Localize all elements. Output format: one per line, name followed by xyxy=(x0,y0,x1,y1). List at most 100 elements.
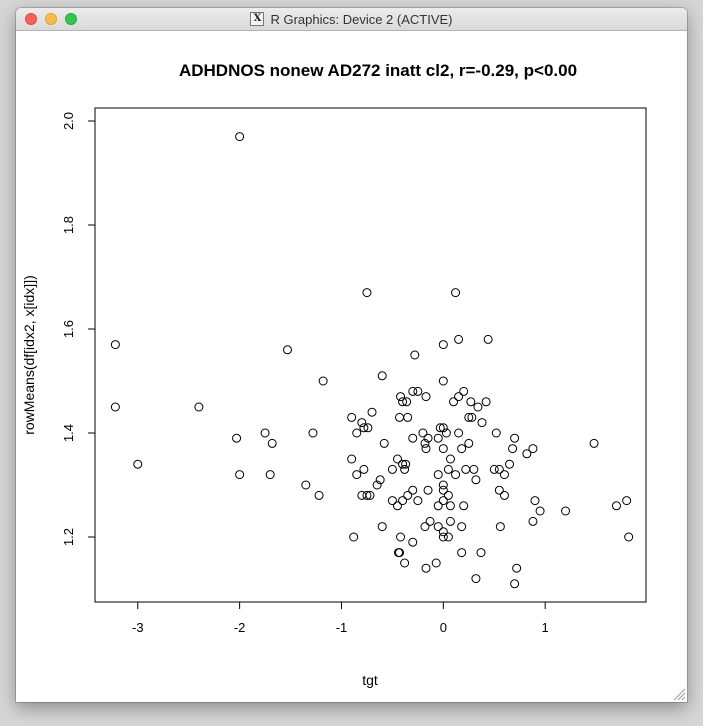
data-point xyxy=(235,470,245,480)
data-point xyxy=(398,397,408,407)
data-point xyxy=(438,527,448,537)
close-button[interactable] xyxy=(25,13,37,25)
data-point xyxy=(421,392,431,402)
data-point xyxy=(476,548,486,558)
data-point xyxy=(438,444,448,454)
data-point xyxy=(457,444,467,454)
data-point xyxy=(469,464,479,474)
data-point xyxy=(362,490,372,500)
data-point xyxy=(408,386,418,396)
data-point xyxy=(377,371,387,381)
data-point xyxy=(438,376,448,386)
data-point xyxy=(408,485,418,495)
data-point xyxy=(471,574,481,584)
y-tick-label: 1.2 xyxy=(61,528,76,546)
data-point xyxy=(454,428,464,438)
data-point xyxy=(232,433,242,443)
data-point xyxy=(445,501,455,511)
points-layer xyxy=(110,132,634,589)
data-point xyxy=(410,350,420,360)
data-point xyxy=(352,428,362,438)
data-point xyxy=(459,386,469,396)
data-point xyxy=(471,475,481,485)
data-point xyxy=(265,470,275,480)
y-tick-label: 1.8 xyxy=(61,216,76,234)
data-point xyxy=(495,522,505,532)
data-point xyxy=(367,407,377,417)
data-point xyxy=(395,412,405,422)
x-tick-label: -3 xyxy=(132,620,144,635)
data-point xyxy=(454,392,464,402)
data-point xyxy=(398,459,408,469)
data-point xyxy=(357,418,367,428)
data-point xyxy=(512,563,522,573)
data-point xyxy=(528,516,538,526)
chart-title: ADHDNOS nonew AD272 inatt cl2, r=-0.29, … xyxy=(179,61,577,80)
data-point xyxy=(438,423,448,433)
data-point xyxy=(483,334,493,344)
data-point xyxy=(347,412,357,422)
data-point xyxy=(363,423,373,433)
x-tick-label: 0 xyxy=(440,620,447,635)
y-axis: 1.2 1.4 1.6 1.8 2.0 xyxy=(61,112,96,546)
data-point xyxy=(433,470,443,480)
data-point xyxy=(352,470,362,480)
data-point xyxy=(403,490,413,500)
data-point xyxy=(438,485,448,495)
data-point xyxy=(403,412,413,422)
data-point xyxy=(499,470,509,480)
data-point xyxy=(561,506,571,516)
data-point xyxy=(396,392,406,402)
data-point xyxy=(347,454,357,464)
data-point xyxy=(510,433,520,443)
plot-box xyxy=(94,107,647,603)
data-point xyxy=(505,459,515,469)
x-axis-label: tgt xyxy=(362,672,378,688)
data-point xyxy=(530,496,540,506)
data-point xyxy=(433,433,443,443)
data-point xyxy=(433,522,443,532)
title-bar[interactable]: X R Graphics: Device 2 (ACTIVE) xyxy=(16,8,687,31)
resize-grip-icon[interactable] xyxy=(673,688,686,701)
data-point xyxy=(110,340,120,350)
data-point xyxy=(464,412,474,422)
data-point xyxy=(451,470,461,480)
data-point xyxy=(400,558,410,568)
data-point xyxy=(349,532,359,542)
data-point xyxy=(420,438,430,448)
data-point xyxy=(473,402,483,412)
data-point xyxy=(508,444,518,454)
data-point xyxy=(435,423,445,433)
data-point xyxy=(421,444,431,454)
data-point xyxy=(359,423,369,433)
data-point xyxy=(425,516,435,526)
data-point xyxy=(449,397,459,407)
data-point xyxy=(528,444,538,454)
data-point xyxy=(282,345,292,355)
data-point xyxy=(438,480,448,490)
data-point xyxy=(408,433,418,443)
data-point xyxy=(438,340,448,350)
data-point xyxy=(375,475,385,485)
data-point xyxy=(457,548,467,558)
data-point xyxy=(443,532,453,542)
data-point xyxy=(362,288,372,298)
data-point xyxy=(477,418,487,428)
data-point xyxy=(438,496,448,506)
data-point xyxy=(457,522,467,532)
zoom-button[interactable] xyxy=(65,13,77,25)
x-tick-label: -1 xyxy=(336,620,348,635)
data-point xyxy=(459,501,469,511)
data-point xyxy=(392,454,402,464)
data-point xyxy=(365,490,375,500)
data-point xyxy=(438,532,448,542)
data-point xyxy=(510,579,520,589)
data-point xyxy=(431,558,441,568)
data-point xyxy=(401,459,411,469)
data-point xyxy=(398,496,408,506)
x-tick-label: 1 xyxy=(542,620,549,635)
x11-icon: X xyxy=(250,12,265,26)
data-point xyxy=(194,402,204,412)
x-axis: -3 -2 -1 0 1 xyxy=(132,601,549,635)
minimize-button[interactable] xyxy=(45,13,57,25)
